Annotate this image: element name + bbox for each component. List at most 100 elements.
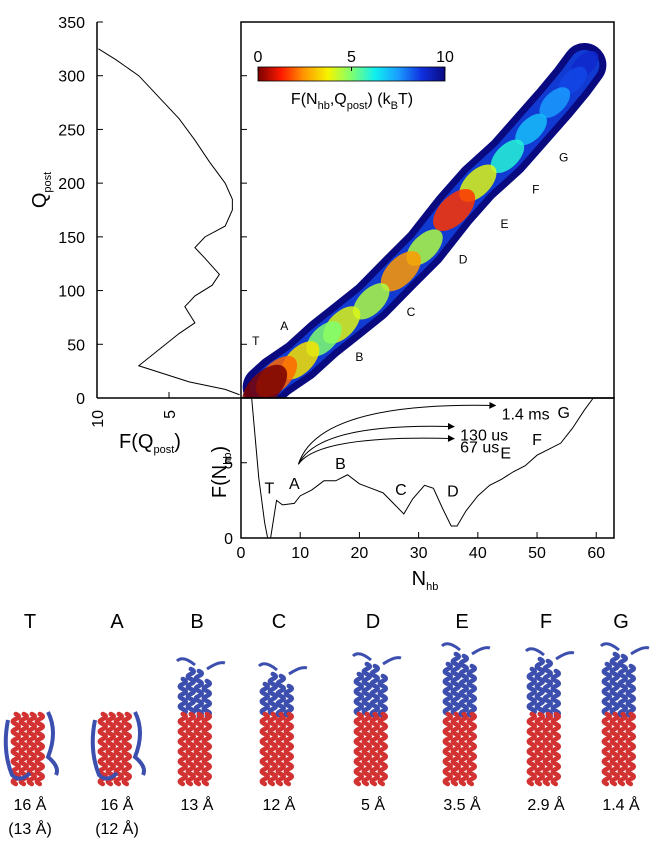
y-axis-label-part: F(N — [209, 465, 231, 498]
helix — [526, 711, 537, 787]
coil — [257, 662, 308, 676]
helix — [601, 711, 612, 787]
x-tick-label: 20 — [351, 545, 369, 562]
density-basin — [515, 113, 547, 146]
x-tick-label: 10 — [90, 410, 107, 428]
annotation: A — [289, 476, 300, 493]
x-tick-label: 5 — [162, 410, 179, 419]
coil — [599, 642, 650, 656]
x-tick-label: 40 — [469, 545, 487, 562]
y-axis-label: Qpost — [29, 172, 54, 208]
annotation: B — [355, 350, 363, 364]
helix — [542, 711, 553, 787]
helix — [377, 711, 388, 787]
density-basin — [539, 87, 571, 118]
x-axis-label: Nhb — [412, 568, 439, 593]
helix — [267, 711, 278, 787]
annotation: D — [447, 483, 459, 500]
coil — [175, 657, 226, 671]
marginal-curve — [98, 48, 240, 396]
helix — [542, 658, 553, 719]
helix — [377, 673, 388, 719]
y-tick-label: 0 — [224, 531, 233, 548]
structure-label: G — [613, 611, 629, 633]
coil — [351, 652, 402, 666]
helix — [625, 711, 636, 787]
helix — [105, 711, 116, 787]
structure-label: A — [110, 611, 124, 633]
y-axis-label-part: hb — [222, 453, 234, 465]
structure-label: E — [455, 611, 468, 633]
annotation: D — [459, 252, 468, 266]
transition-arrow — [298, 434, 455, 465]
structure-distance: 16 Å — [101, 795, 134, 814]
x-axis-label: F(Qpost) — [119, 431, 181, 456]
annotation: G — [559, 150, 568, 164]
x-tick-label: 30 — [410, 545, 428, 562]
annotation: E — [500, 217, 508, 231]
helix — [177, 711, 188, 787]
helix — [361, 711, 372, 787]
annotation: A — [280, 319, 288, 333]
helix — [97, 711, 108, 787]
density-basin — [242, 364, 288, 398]
helix — [361, 661, 372, 717]
structure-label: T — [24, 611, 36, 633]
helix — [283, 711, 294, 787]
structure-distance-alt: (13 Å) — [8, 819, 52, 838]
helix — [177, 676, 188, 717]
free-energy-curve — [251, 397, 594, 539]
y-tick-label: 50 — [67, 337, 85, 354]
helix — [466, 663, 477, 719]
annotation: F — [532, 432, 542, 449]
helix — [10, 711, 21, 787]
structure-distance: 16 Å — [14, 795, 47, 814]
helix — [450, 711, 461, 787]
helix — [601, 661, 612, 717]
colorbar-label-part: post — [347, 100, 368, 112]
colorbar-label-part: F(N — [291, 91, 318, 108]
annotation: B — [335, 456, 346, 473]
x-tick-label: 10 — [291, 545, 309, 562]
helix — [283, 683, 294, 719]
colorbar-tick-label: 10 — [436, 49, 454, 66]
y-tick-label: 200 — [58, 176, 85, 193]
colorbar-tick-label: 0 — [254, 49, 263, 66]
helix — [201, 678, 212, 719]
structure-label: B — [190, 611, 203, 633]
helix — [550, 711, 561, 787]
structure-distance: 12 Å — [263, 795, 296, 814]
structure-label: D — [366, 611, 380, 633]
x-axis-label-part: N — [412, 568, 426, 590]
x-tick-label: 0 — [237, 545, 246, 562]
helix — [121, 711, 132, 787]
y-axis-label-part: ) — [209, 446, 231, 453]
plot-frame — [240, 397, 615, 539]
y-tick-label: 250 — [58, 122, 85, 139]
helix — [193, 668, 204, 719]
y-tick-label: 0 — [76, 391, 85, 408]
helix — [609, 651, 620, 717]
arrow-label: 67 us — [460, 440, 499, 457]
structure-label: C — [272, 611, 286, 633]
helix — [550, 668, 561, 719]
annotation: T — [252, 334, 260, 348]
helix — [526, 666, 537, 717]
colorbar-label-part: B — [391, 100, 398, 112]
x-axis-label-part: F(Q — [119, 431, 153, 453]
helix — [466, 711, 477, 787]
y-axis-label-part: post — [42, 172, 54, 193]
helix — [259, 711, 270, 787]
transition-arrow — [297, 401, 497, 465]
annotation: G — [557, 405, 569, 422]
helix — [353, 711, 364, 787]
helix — [275, 673, 286, 719]
structure-distance: 1.4 Å — [602, 795, 640, 814]
colorbar-label-part: ,Q — [330, 91, 347, 108]
density-basin — [490, 139, 525, 174]
y-axis-label-part: Q — [29, 193, 51, 209]
y-tick-label: 350 — [58, 15, 85, 32]
annotation: E — [500, 446, 511, 463]
y-tick-label: 150 — [58, 230, 85, 247]
structure-distance: 13 Å — [181, 795, 214, 814]
